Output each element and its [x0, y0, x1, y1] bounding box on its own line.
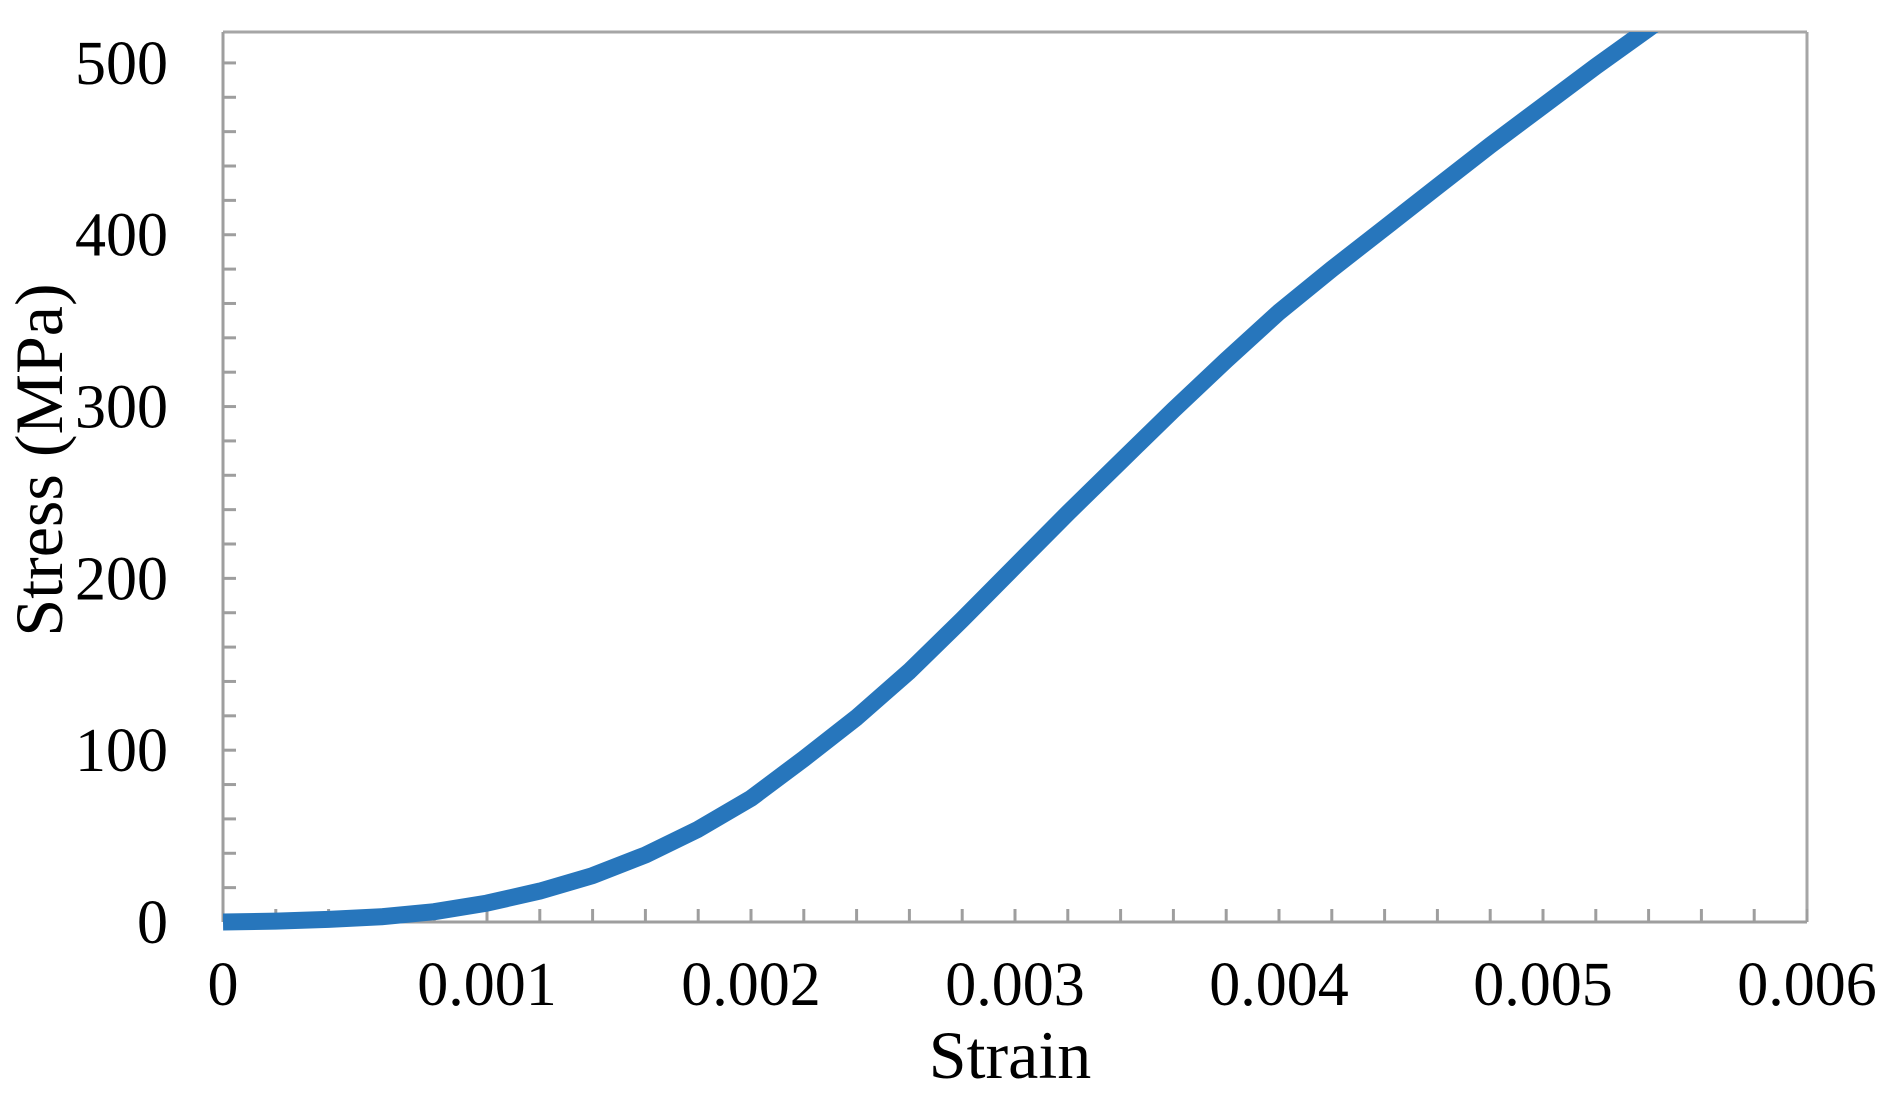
x-tick-label: 0.003 — [945, 951, 1085, 1019]
stress-strain-curve — [223, 32, 1659, 931]
x-tick-label: 0 — [208, 951, 239, 1019]
y-tick-label: 400 — [75, 202, 168, 270]
x-tick-label: 0.002 — [681, 951, 821, 1019]
y-tick-label: 200 — [75, 545, 168, 613]
x-axis-ticks — [274, 909, 1809, 922]
y-tick-label: 100 — [75, 717, 168, 785]
series-group — [223, 32, 1659, 931]
y-tick-label: 300 — [75, 374, 168, 442]
y-axis-tick-labels: 0 100 200 300 400 500 — [75, 30, 168, 957]
x-axis-tick-labels: 0 0.001 0.002 0.003 0.004 0.005 0.006 — [208, 951, 1877, 1019]
y-tick-label: 500 — [75, 30, 168, 98]
y-axis-title: Stress (MPa) — [1, 283, 77, 636]
x-tick-label: 0.001 — [417, 951, 557, 1019]
x-tick-label: 0.005 — [1473, 951, 1613, 1019]
y-axis-ticks — [223, 61, 236, 890]
y-tick-label: 0 — [137, 889, 168, 957]
x-tick-label: 0.006 — [1737, 951, 1877, 1019]
x-tick-label: 0.004 — [1209, 951, 1349, 1019]
x-axis-title: Strain — [929, 1017, 1091, 1093]
